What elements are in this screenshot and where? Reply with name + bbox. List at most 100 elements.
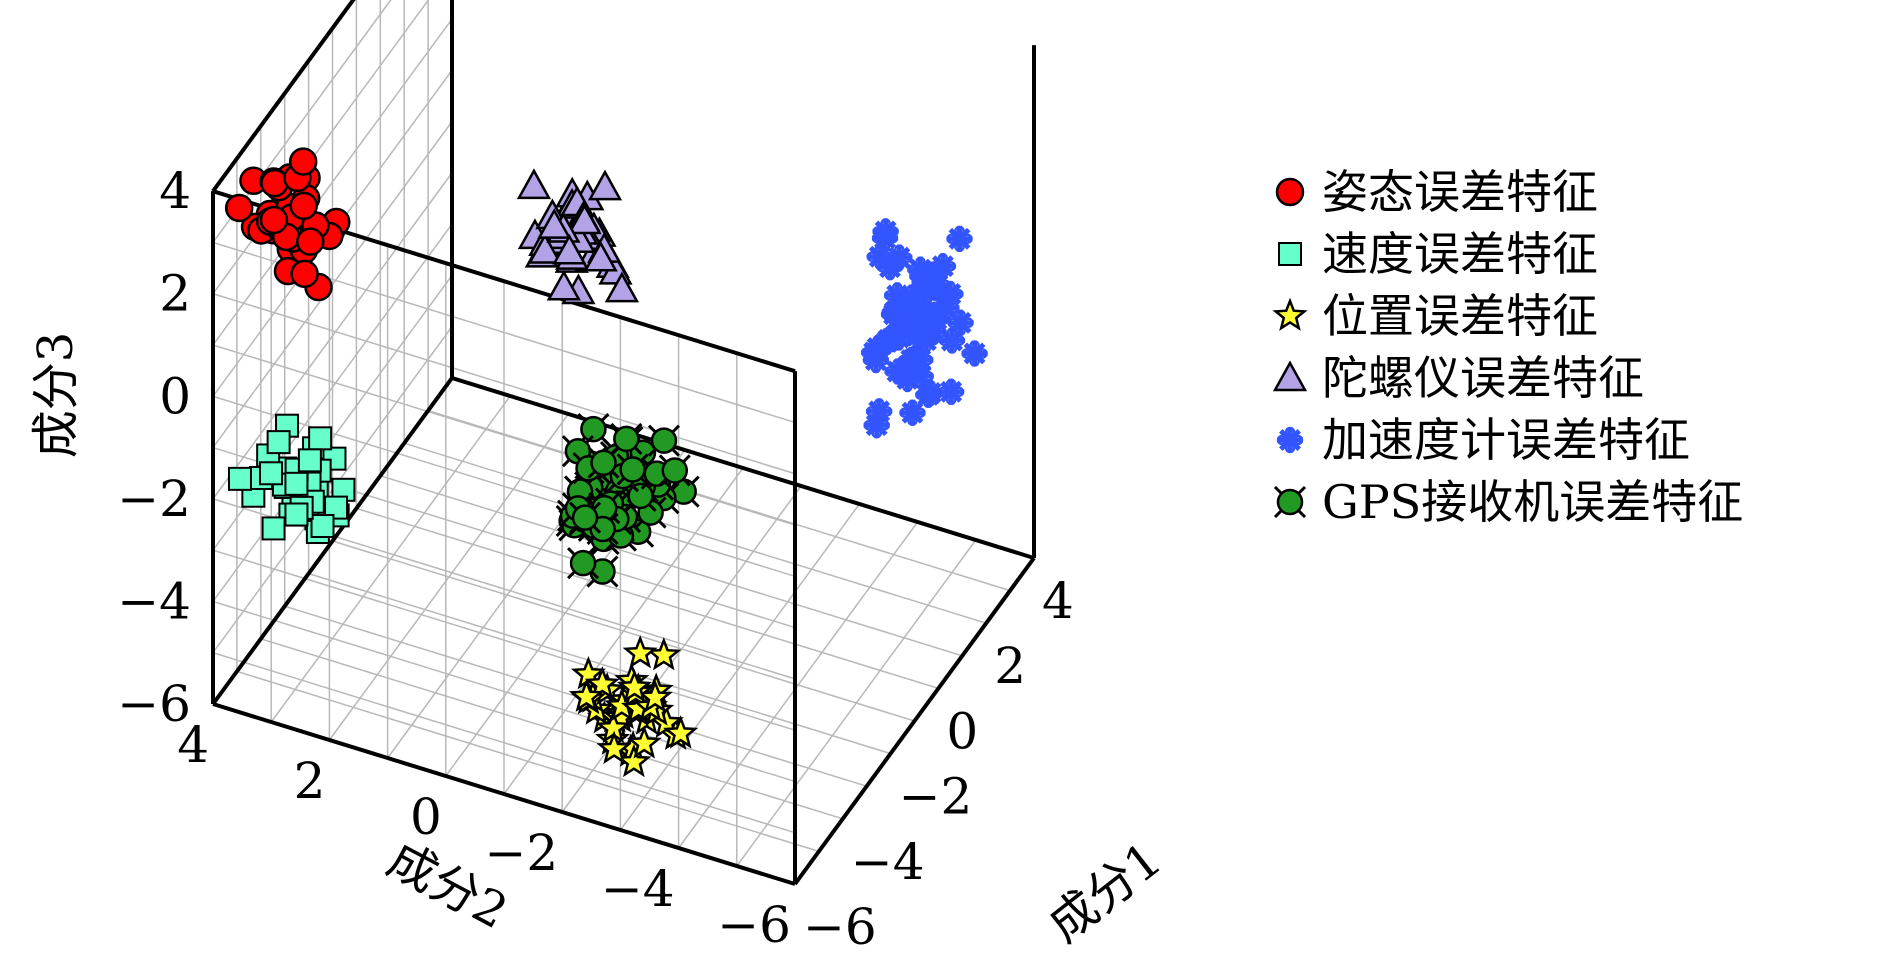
y-tick-label: 0 [410, 788, 442, 846]
data-point [224, 193, 254, 223]
data-point [596, 730, 632, 765]
data-point [622, 635, 658, 669]
top-edge-line [211, 0, 356, 193]
data-point [227, 466, 252, 491]
legend-label: 位置误差特征 [1322, 289, 1598, 343]
series-3 [516, 168, 640, 305]
data-point [894, 365, 921, 393]
data-point [583, 240, 618, 272]
floor-grid-line [328, 413, 570, 741]
data-point [266, 430, 291, 455]
x-tick-label: 0 [946, 702, 978, 760]
legend-marker [1276, 426, 1304, 454]
y-tick-label: −4 [601, 860, 675, 918]
data-point [947, 309, 974, 337]
data-point [897, 346, 925, 374]
data-point [288, 147, 318, 176]
data-point [546, 269, 581, 301]
floor-grid-line [427, 409, 1011, 592]
z-tick-label: 0 [159, 367, 191, 425]
floor-edge-line [451, 376, 1035, 560]
x-axis-label: 成分1 [1038, 831, 1172, 953]
legend-label: 加速度计误差特征 [1322, 413, 1690, 467]
y-tick-label: −2 [484, 824, 558, 882]
data-point [961, 340, 988, 367]
series-5 [555, 413, 700, 588]
legend-marker [1272, 360, 1308, 392]
x-tick-label: −4 [851, 833, 925, 891]
floor-grid-line [270, 395, 511, 723]
points-layer [224, 147, 988, 778]
z-tick-label: 2 [159, 265, 191, 323]
back-right-grid-line [212, 18, 453, 346]
series-0 [224, 147, 351, 302]
data-point [289, 191, 318, 221]
series-1 [227, 413, 356, 545]
y-tick-label: 4 [177, 716, 209, 774]
data-point [568, 501, 602, 534]
data-point [587, 169, 623, 201]
data-point [296, 227, 325, 256]
data-point [284, 471, 309, 496]
z-tick-label: 4 [159, 162, 191, 220]
data-point [516, 168, 552, 200]
data-point [568, 678, 604, 712]
data-point [604, 271, 640, 303]
data-point [308, 426, 333, 451]
x-tick-label: −2 [899, 768, 973, 826]
data-point [552, 233, 587, 265]
data-point [260, 168, 289, 198]
data-point [527, 232, 563, 264]
back-left-grid-line [212, 293, 796, 475]
data-point [637, 679, 673, 713]
data-point [878, 325, 905, 353]
data-point [284, 502, 309, 527]
data-point [946, 225, 973, 253]
data-point [310, 514, 335, 539]
x-tick-label: −6 [803, 898, 877, 954]
data-point [567, 547, 600, 580]
z-tick-label: −2 [117, 470, 191, 528]
legend-marker [1272, 297, 1308, 331]
floor-edge-line [211, 376, 454, 706]
data-point [577, 413, 610, 446]
y-axis-line [212, 702, 796, 886]
x-tick-label: 4 [1042, 572, 1074, 630]
legend-item: 速度误差特征 [1278, 227, 1598, 281]
data-point [920, 318, 947, 346]
data-point [259, 461, 284, 486]
data-point [871, 224, 899, 252]
legend-label: 陀螺仪误差特征 [1322, 351, 1644, 405]
data-point [865, 398, 893, 425]
series-4 [860, 218, 988, 439]
data-point [610, 422, 643, 455]
data-point [537, 208, 572, 239]
x-tick-label: 2 [994, 637, 1026, 695]
legend-label: 速度误差特征 [1322, 227, 1598, 281]
data-point [663, 715, 699, 749]
legend-label: GPS接收机误差特征 [1322, 475, 1743, 529]
data-point [616, 453, 649, 486]
data-point [567, 203, 602, 235]
back-left-grid-line [212, 344, 796, 526]
z-axis-label: 成分3 [28, 332, 84, 459]
floor-grid-line [356, 507, 939, 690]
floor-grid-line [403, 442, 987, 624]
legend-marker [1278, 242, 1302, 266]
x-axis-line [793, 556, 1036, 886]
legend-item: 姿态误差特征 [1275, 165, 1598, 219]
y-tick-label: −6 [717, 896, 791, 954]
legend-marker [1273, 485, 1307, 519]
legend-item: GPS接收机误差特征 [1273, 475, 1743, 529]
data-point [860, 339, 888, 366]
legend-item: 位置误差特征 [1272, 289, 1598, 343]
data-point [647, 424, 681, 457]
data-point [884, 298, 912, 326]
data-point [658, 454, 691, 487]
data-point [324, 495, 349, 520]
back-right-grid-line [212, 172, 453, 500]
series-2 [568, 635, 699, 778]
data-point [297, 448, 322, 473]
data-point [917, 379, 944, 407]
